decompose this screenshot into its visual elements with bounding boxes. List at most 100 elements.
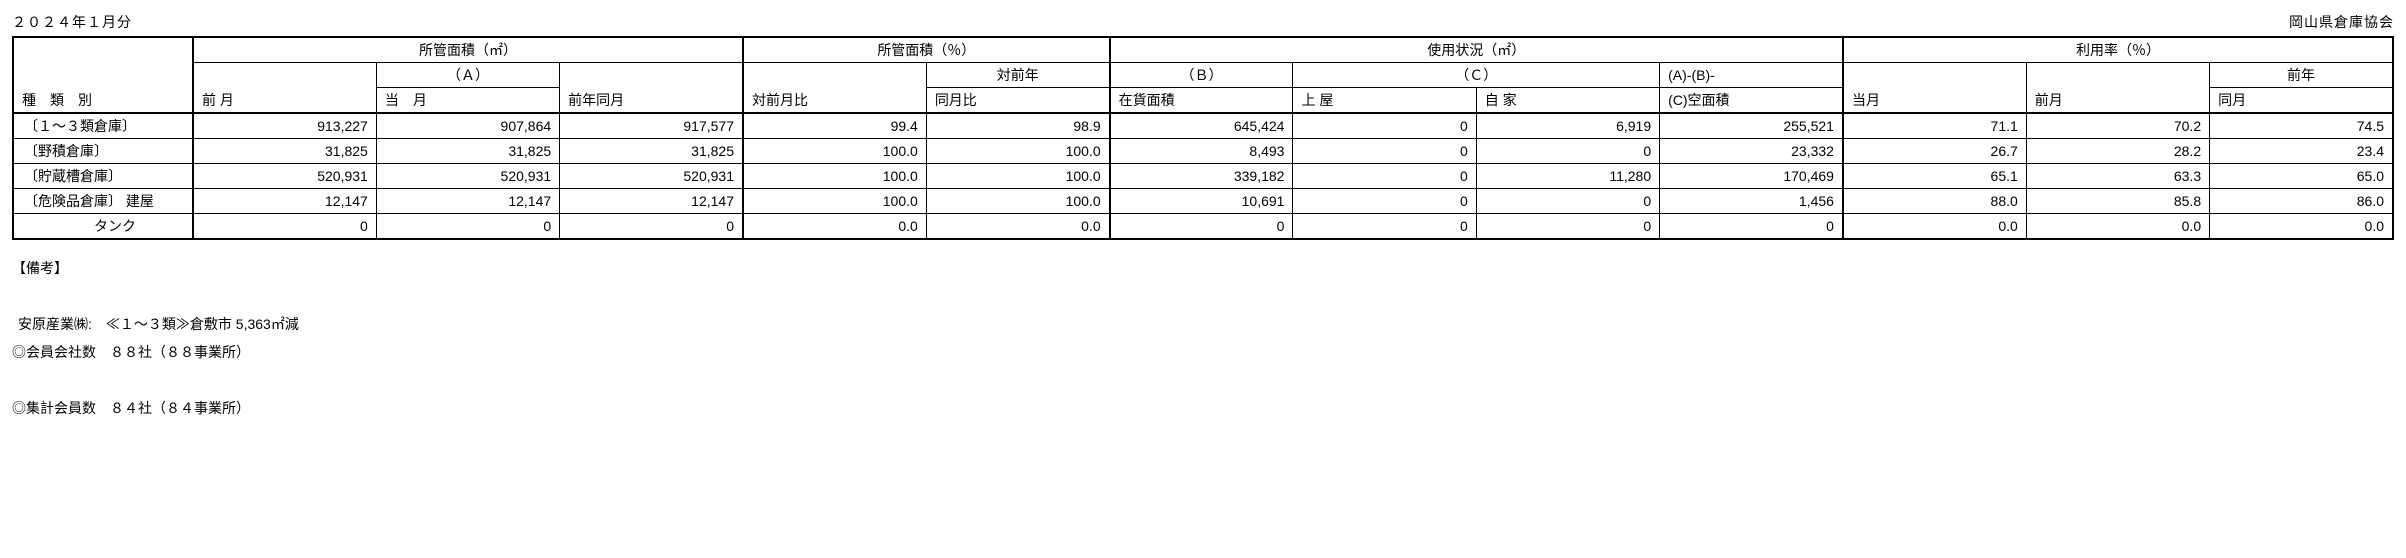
cell: 63.3 [2026, 164, 2209, 189]
cell: 86.0 [2210, 189, 2393, 214]
cell: 100.0 [926, 189, 1109, 214]
cell: 0.0 [926, 214, 1109, 240]
cell: 100.0 [926, 139, 1109, 164]
cell: 65.0 [2210, 164, 2393, 189]
notes-line3: ◎集計会員数 ８４社（８４事業所） [12, 394, 2394, 422]
cell: 〔貯蔵槽倉庫〕 [13, 164, 193, 189]
cell: タンク [13, 214, 193, 240]
cell: 520,931 [560, 164, 743, 189]
cell: 170,469 [1660, 164, 1843, 189]
hdr-area-m2: 所管面積（㎡） [193, 37, 743, 63]
cell: 1,456 [1660, 189, 1843, 214]
hdr-vs-prev-year-bottom: 同月比 [926, 88, 1109, 114]
cell: 520,931 [193, 164, 376, 189]
cell: 12,147 [560, 189, 743, 214]
hdr-b-top: （Ｂ） [1110, 63, 1293, 88]
table-row: 〔１～３類倉庫〕913,227907,864917,57799.498.9645… [13, 113, 2393, 139]
cell: 0 [560, 214, 743, 240]
cell: 0.0 [743, 214, 926, 240]
cell: 〔危険品倉庫〕 建屋 [13, 189, 193, 214]
cell: 31,825 [376, 139, 559, 164]
cell: 10,691 [1110, 189, 1293, 214]
table-row: 〔野積倉庫〕31,82531,82531,825100.0100.08,4930… [13, 139, 2393, 164]
hdr-a-bottom: 当 月 [376, 88, 559, 114]
cell: 255,521 [1660, 113, 1843, 139]
warehouse-table: 種 類 別 所管面積（㎡） 所管面積（％） 使用状況（㎡） 利用率（％） 前 月… [12, 36, 2394, 240]
source-label: 岡山県倉庫協会 [2289, 12, 2394, 32]
cell: 85.8 [2026, 189, 2209, 214]
cell: 0 [1293, 139, 1476, 164]
cell: 645,424 [1110, 113, 1293, 139]
cell: 100.0 [743, 164, 926, 189]
cell: 339,182 [1110, 164, 1293, 189]
cell: 100.0 [743, 189, 926, 214]
table-row: 〔貯蔵槽倉庫〕520,931520,931520,931100.0100.033… [13, 164, 2393, 189]
cell: 28.2 [2026, 139, 2209, 164]
cell: 〔野積倉庫〕 [13, 139, 193, 164]
cell: 0 [1110, 214, 1293, 240]
cell: 0 [1293, 214, 1476, 240]
cell: 0 [376, 214, 559, 240]
cell: 12,147 [376, 189, 559, 214]
cell: 0.0 [1843, 214, 2026, 240]
cell: 907,864 [376, 113, 559, 139]
cell: 74.5 [2210, 113, 2393, 139]
cell: 88.0 [1843, 189, 2026, 214]
hdr-prev-year-month: 前年同月 [560, 63, 743, 114]
cell: 100.0 [926, 164, 1109, 189]
cell: 0 [1293, 164, 1476, 189]
cell: 0 [1476, 189, 1659, 214]
hdr-usage-m2: 使用状況（㎡） [1110, 37, 1843, 63]
cell: 70.2 [2026, 113, 2209, 139]
cell: 23,332 [1660, 139, 1843, 164]
cell: 6,919 [1476, 113, 1659, 139]
cell: 23.4 [2210, 139, 2393, 164]
cell: 0 [1660, 214, 1843, 240]
cell: 71.1 [1843, 113, 2026, 139]
cell: 11,280 [1476, 164, 1659, 189]
cell: 8,493 [1110, 139, 1293, 164]
hdr-area-pct: 所管面積（％） [743, 37, 1110, 63]
table-row: タンク0000.00.000000.00.00.0 [13, 214, 2393, 240]
cell: 0 [1293, 113, 1476, 139]
period-label: ２０２４年１月分 [12, 12, 132, 32]
cell: 913,227 [193, 113, 376, 139]
cell: 0 [1476, 139, 1659, 164]
cell: 31,825 [560, 139, 743, 164]
hdr-abc-bottom: (C)空面積 [1660, 88, 1843, 114]
cell: 917,577 [560, 113, 743, 139]
hdr-c-top: （Ｃ） [1293, 63, 1660, 88]
notes-heading: 【備考】 [12, 254, 2394, 282]
table-row: 〔危険品倉庫〕 建屋12,14712,14712,147100.0100.010… [13, 189, 2393, 214]
cell: 99.4 [743, 113, 926, 139]
cell: 0 [193, 214, 376, 240]
cell: 31,825 [193, 139, 376, 164]
cell: 0 [1293, 189, 1476, 214]
hdr-util-this: 当月 [1843, 63, 2026, 114]
cell: 100.0 [743, 139, 926, 164]
hdr-types: 種 類 別 [13, 37, 193, 113]
hdr-util-prev: 前月 [2026, 63, 2209, 114]
cell: 0 [1476, 214, 1659, 240]
hdr-vs-prev-month: 対前月比 [743, 63, 926, 114]
hdr-a-top: （Ａ） [376, 63, 559, 88]
notes-line1: 安原産業㈱: ≪１～３類≫倉敷市 5,363㎡減 [12, 310, 2394, 338]
hdr-util-prev-year-bottom: 同月 [2210, 88, 2393, 114]
cell: 26.7 [1843, 139, 2026, 164]
cell: 0.0 [2210, 214, 2393, 240]
hdr-util-pct: 利用率（％） [1843, 37, 2393, 63]
hdr-prev-month: 前 月 [193, 63, 376, 114]
hdr-c-uwaya: 上 屋 [1293, 88, 1476, 114]
hdr-vs-prev-year-top: 対前年 [926, 63, 1109, 88]
hdr-c-jika: 自 家 [1476, 88, 1659, 114]
cell: 0.0 [2026, 214, 2209, 240]
cell: 12,147 [193, 189, 376, 214]
hdr-abc-top: (A)-(B)- [1660, 63, 1843, 88]
cell: 520,931 [376, 164, 559, 189]
hdr-b-bottom: 在貨面積 [1110, 88, 1293, 114]
hdr-util-prev-year-top: 前年 [2210, 63, 2393, 88]
notes-line2: ◎会員会社数 ８８社（８８事業所） [12, 338, 2394, 366]
cell: 65.1 [1843, 164, 2026, 189]
cell: 98.9 [926, 113, 1109, 139]
cell: 〔１～３類倉庫〕 [13, 113, 193, 139]
